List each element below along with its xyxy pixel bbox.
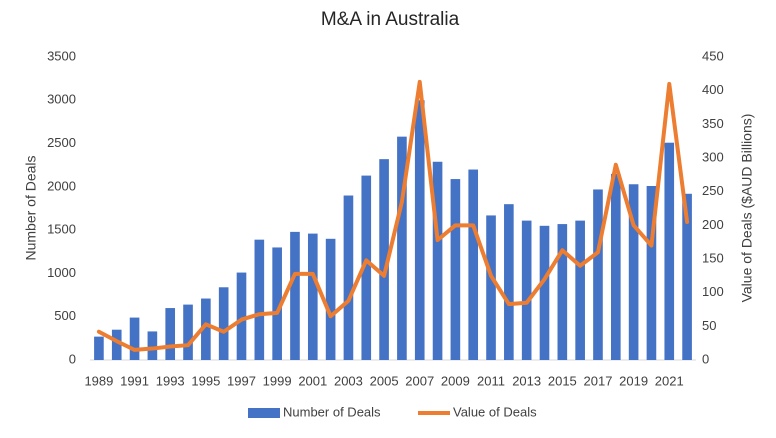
y2-tick-label: 250 (702, 183, 724, 198)
bar (111, 329, 122, 360)
bar (504, 204, 514, 360)
bar (539, 225, 550, 360)
bar (218, 287, 229, 360)
x-tick-label: 1993 (156, 373, 185, 388)
chart-title: M&A in Australia (321, 9, 460, 30)
x-tick-label: 2021 (655, 373, 684, 388)
bar (165, 308, 176, 360)
y-tick-label: 1000 (47, 265, 76, 280)
bar (129, 317, 140, 360)
x-tick-label: 2013 (512, 373, 541, 388)
x-tick-label: 2017 (584, 373, 613, 388)
bar (610, 173, 621, 360)
y2-tick-label: 400 (702, 82, 724, 97)
bar (307, 233, 318, 360)
bar (450, 179, 461, 360)
bar (628, 184, 639, 360)
bar (414, 100, 425, 361)
line (96, 79, 690, 352)
x-tick-label: 2015 (548, 373, 577, 388)
bar (468, 169, 479, 360)
bar (147, 331, 158, 360)
x-tick-label: 2011 (477, 373, 505, 388)
x-tick-label: 2007 (405, 373, 434, 388)
bar (486, 215, 496, 360)
y2-axis-title: Value of Deals ($AUD Billions) (739, 114, 755, 303)
bar (521, 220, 532, 360)
bar (432, 161, 443, 360)
y-tick-label: 3000 (47, 92, 76, 107)
bar (593, 189, 603, 360)
y-tick-label: 500 (54, 308, 76, 323)
x-tick-label: 1991 (120, 373, 149, 388)
y2-tick-label: 350 (702, 116, 724, 131)
bar (94, 336, 104, 360)
y-axis-title: Number of Deals (23, 155, 39, 260)
bar (379, 159, 389, 360)
y2-tick-label: 450 (702, 48, 724, 63)
x-tick-label: 2009 (441, 373, 470, 388)
bar (325, 238, 336, 360)
y2-tick-label: 150 (702, 250, 724, 265)
x-tick-label: 2003 (334, 373, 363, 388)
bar (290, 231, 300, 360)
bar (397, 136, 407, 360)
bar (361, 175, 372, 360)
bar (272, 247, 282, 360)
x-tick-label: 2019 (619, 373, 648, 388)
y-tick-label: 2500 (47, 135, 76, 150)
bar (575, 220, 585, 360)
bar (236, 272, 247, 360)
y-tick-label: 0 (69, 351, 76, 366)
y-tick-label: 2000 (47, 178, 76, 193)
y2-tick-label: 0 (702, 351, 709, 366)
x-tick-label: 1995 (191, 373, 220, 388)
legend-swatch (248, 408, 280, 418)
legend-label: Value of Deals (453, 404, 537, 419)
y2-tick-label: 100 (702, 284, 724, 299)
legend-label: Number of Deals (283, 404, 381, 419)
bar (664, 142, 675, 360)
bar (557, 224, 568, 360)
x-tick-label: 1999 (263, 373, 292, 388)
y2-tick-label: 300 (702, 149, 724, 164)
bar (183, 304, 193, 360)
x-tick-label: 1989 (84, 373, 113, 388)
bar (682, 193, 692, 360)
x-tick-label: 1997 (227, 373, 256, 388)
bar (201, 298, 211, 360)
bar (254, 239, 265, 360)
x-tick-label: 2005 (370, 373, 399, 388)
bar (646, 185, 657, 360)
y-tick-label: 1500 (47, 222, 76, 237)
y2-tick-label: 50 (702, 318, 716, 333)
x-tick-label: 2001 (298, 373, 327, 388)
y2-tick-label: 200 (702, 217, 724, 232)
bar (343, 195, 354, 360)
y-tick-label: 3500 (47, 48, 76, 63)
